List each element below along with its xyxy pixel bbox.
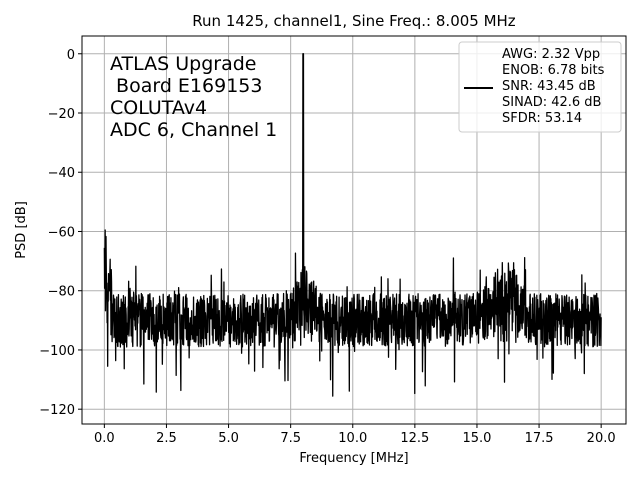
y-axis-label: PSD [dB] [14,201,29,259]
grid [82,36,626,424]
y-tick-label: −40 [48,166,75,181]
y-axis-ticks: 0 −20 −40 −60 −80 −100 −120 [39,48,82,418]
x-tick-label: 2.5 [156,431,177,446]
annotation-line-4: ADC 6, Channel 1 [110,119,277,141]
x-tick-label: 12.5 [400,431,429,446]
x-axis-ticks: 0.0 2.5 5.0 7.5 10.0 12.5 15.0 17.5 20.0 [94,424,616,446]
x-tick-label: 0.0 [94,431,115,446]
y-tick-label: −120 [39,403,75,418]
y-tick-label: −100 [39,344,75,359]
x-tick-label: 20.0 [587,431,616,446]
legend-line-awg: AWG: 2.32 Vpp [502,47,600,62]
y-tick-label: −60 [48,225,75,240]
x-axis-label: Frequency [MHz] [299,451,408,466]
legend-line-sinad: SINAD: 42.6 dB [502,95,601,110]
plot-frame [81,35,627,425]
x-tick-label: 10.0 [338,431,367,446]
x-tick-label: 17.5 [525,431,554,446]
x-tick-label: 5.0 [218,431,239,446]
x-tick-label: 15.0 [462,431,491,446]
y-tick-label: −80 [48,285,75,300]
annotation-line-2: Board E169153 [110,75,262,97]
legend-box [458,41,622,133]
legend-line-enob: ENOB: 6.78 bits [502,63,605,78]
chart-title: Run 1425, channel1, Sine Freq.: 8.005 MH… [192,12,516,30]
annotation-line-3: COLUTAv4 [110,97,207,119]
board-annotation: ATLAS Upgrade Board E169153 COLUTAv4 ADC… [110,53,277,141]
y-tick-label: −20 [48,107,75,122]
legend: AWG: 2.32 Vpp ENOB: 6.78 bits SNR: 43.45… [458,41,622,133]
legend-line-snr: SNR: 43.45 dB [502,79,596,94]
x-tick-label: 7.5 [280,431,301,446]
psd-trace-series [103,53,602,397]
annotation-line-1: ATLAS Upgrade [110,53,256,75]
legend-line-sfdr: SFDR: 53.14 [502,111,582,126]
y-tick-label: 0 [67,48,75,63]
psd-trace-line [103,53,602,397]
